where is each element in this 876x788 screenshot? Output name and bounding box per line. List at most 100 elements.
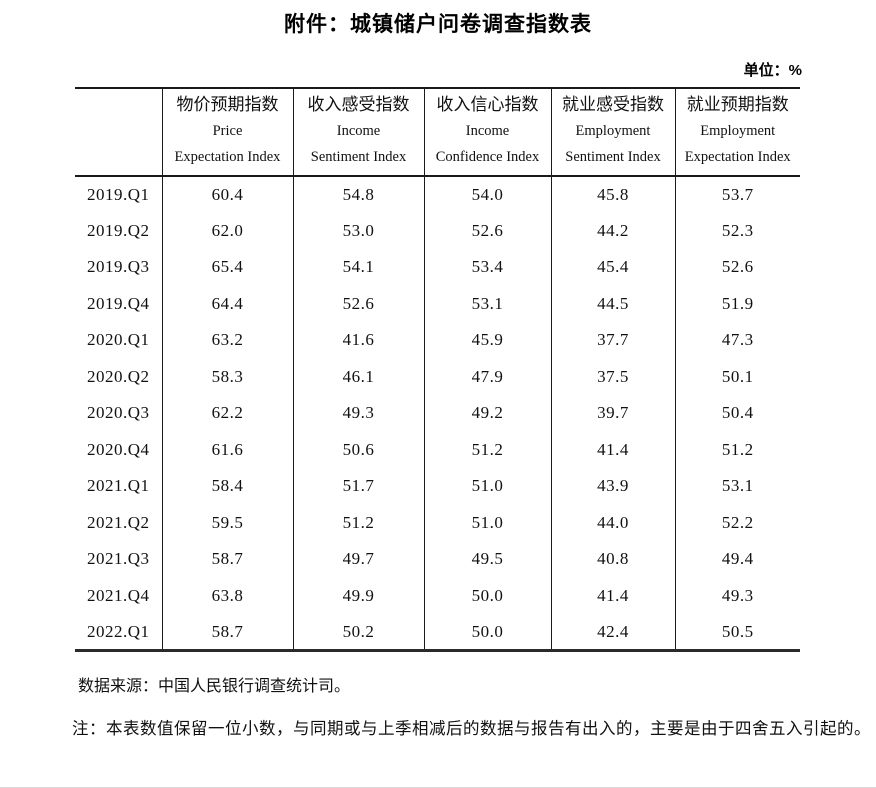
period-cell: 2019.Q3 — [86, 257, 150, 277]
table-row: 2021.Q3 58.7 49.7 49.5 40.8 49.4 — [75, 541, 800, 578]
column-header-zh: 就业预期指数 — [686, 95, 789, 114]
table-row: 2020.Q3 62.2 49.3 49.2 39.7 50.4 — [75, 395, 800, 432]
value-cell: 50.6 — [292, 431, 424, 468]
value-cell: 58.7 — [161, 541, 293, 578]
period-cell: 2021.Q1 — [86, 476, 150, 496]
value-cell: 53.0 — [292, 212, 424, 249]
value-cell: 52.6 — [423, 212, 551, 249]
column-header-zh: 收入感受指数 — [307, 95, 410, 114]
value-cell: 42.4 — [550, 614, 675, 651]
value-cell: 63.2 — [161, 322, 293, 359]
unit-label: 单位：% — [743, 62, 802, 79]
period-cell: 2021.Q2 — [86, 512, 150, 532]
value-cell: 49.9 — [292, 577, 424, 614]
period-cell: 2020.Q3 — [86, 403, 150, 423]
value-cell: 50.5 — [674, 614, 800, 651]
header-row: 物价预期指数 Price Expectation Index 收入感受指数 Income… — [75, 88, 800, 177]
value-cell: 60.4 — [161, 176, 293, 213]
column-header-en: Income — [336, 123, 381, 139]
value-cell: 54.8 — [292, 176, 424, 213]
table-row: 2021.Q4 63.8 49.9 50.0 41.4 49.3 — [75, 577, 800, 614]
data-source-note: 数据来源：中国人民银行调查统计司。 — [78, 678, 351, 695]
column-header-en: Confidence Index — [435, 149, 540, 165]
period-cell: 2020.Q1 — [86, 330, 150, 350]
value-cell: 49.7 — [292, 541, 424, 578]
value-cell: 52.6 — [292, 285, 424, 322]
value-cell: 44.0 — [550, 504, 675, 541]
value-cell: 50.0 — [423, 577, 551, 614]
value-cell: 54.0 — [423, 176, 551, 213]
value-cell: 44.5 — [550, 285, 675, 322]
table-body: 2019.Q1 60.4 54.8 54.0 45.8 53.7 2019.Q2 62.0 53… — [75, 176, 800, 651]
value-cell: 46.1 — [292, 358, 424, 395]
period-cell: 2019.Q1 — [86, 184, 150, 204]
value-cell: 54.1 — [292, 249, 424, 286]
value-cell: 51.2 — [292, 504, 424, 541]
column-header-zh: 物价预期指数 — [176, 95, 279, 114]
value-cell: 37.7 — [550, 322, 675, 359]
value-cell: 47.3 — [674, 322, 800, 359]
period-cell: 2019.Q4 — [86, 293, 150, 313]
value-cell: 43.9 — [550, 468, 675, 505]
column-header-en: Employment — [575, 123, 651, 139]
value-cell: 39.7 — [550, 395, 675, 432]
value-cell: 53.1 — [423, 285, 551, 322]
value-cell: 58.3 — [161, 358, 293, 395]
column-header: 物价预期指数 Price Expectation Index — [161, 88, 293, 177]
value-cell: 53.1 — [674, 468, 800, 505]
column-header-en: Employment — [700, 123, 776, 139]
column-header-zh: 收入信心指数 — [436, 95, 539, 114]
row-header-blank-cell — [75, 88, 162, 177]
value-cell: 51.2 — [423, 431, 551, 468]
value-cell: 58.4 — [161, 468, 293, 505]
value-cell: 50.1 — [674, 358, 800, 395]
table-row: 2019.Q2 62.0 53.0 52.6 44.2 52.3 — [75, 212, 800, 249]
period-cell: 2021.Q3 — [86, 549, 150, 569]
value-cell: 41.4 — [550, 577, 675, 614]
column-header-en: Sentiment Index — [565, 149, 661, 165]
column-header-en: Sentiment Index — [310, 149, 407, 165]
value-cell: 41.6 — [292, 322, 424, 359]
value-cell: 47.9 — [423, 358, 551, 395]
period-cell: 2021.Q4 — [86, 585, 150, 605]
value-cell: 63.8 — [161, 577, 293, 614]
column-header: 收入感受指数 Income Sentiment Index — [292, 88, 424, 177]
table-row: 2019.Q1 60.4 54.8 54.0 45.8 53.7 — [75, 176, 800, 213]
value-cell: 51.7 — [292, 468, 424, 505]
column-header: 就业感受指数 Employment Sentiment Index — [550, 88, 675, 177]
value-cell: 52.6 — [674, 249, 800, 286]
value-cell: 49.3 — [292, 395, 424, 432]
value-cell: 65.4 — [161, 249, 293, 286]
column-header-en: Income — [465, 123, 510, 139]
value-cell: 51.9 — [674, 285, 800, 322]
value-cell: 37.5 — [550, 358, 675, 395]
table-row: 2019.Q4 64.4 52.6 53.1 44.5 51.9 — [75, 285, 800, 322]
value-cell: 50.4 — [674, 395, 800, 432]
value-cell: 51.2 — [674, 431, 800, 468]
value-cell: 58.7 — [161, 614, 293, 651]
value-cell: 50.0 — [423, 614, 551, 651]
table-row: 2021.Q2 59.5 51.2 51.0 44.0 52.2 — [75, 504, 800, 541]
period-cell: 2020.Q2 — [86, 366, 150, 386]
table-row: 2019.Q3 65.4 54.1 53.4 45.4 52.6 — [75, 249, 800, 286]
value-cell: 51.0 — [423, 468, 551, 505]
value-cell: 52.3 — [674, 212, 800, 249]
value-cell: 62.0 — [161, 212, 293, 249]
value-cell: 49.3 — [674, 577, 800, 614]
value-cell: 45.4 — [550, 249, 675, 286]
value-cell: 50.2 — [292, 614, 424, 651]
column-header-en: Expectation Index — [684, 149, 791, 165]
value-cell: 53.7 — [674, 176, 800, 213]
value-cell: 64.4 — [161, 285, 293, 322]
period-cell: 2020.Q4 — [86, 439, 150, 459]
column-header: 就业预期指数 Employment Expectation Index — [674, 88, 800, 177]
period-cell: 2019.Q2 — [86, 220, 150, 240]
value-cell: 45.8 — [550, 176, 675, 213]
value-cell: 59.5 — [161, 504, 293, 541]
survey-index-table: 物价预期指数 Price Expectation Index 收入感受指数 Income… — [75, 87, 800, 652]
value-cell: 45.9 — [423, 322, 551, 359]
value-cell: 61.6 — [161, 431, 293, 468]
column-header-en: Expectation Index — [174, 149, 281, 165]
table-row: 2020.Q1 63.2 41.6 45.9 37.7 47.3 — [75, 322, 800, 359]
